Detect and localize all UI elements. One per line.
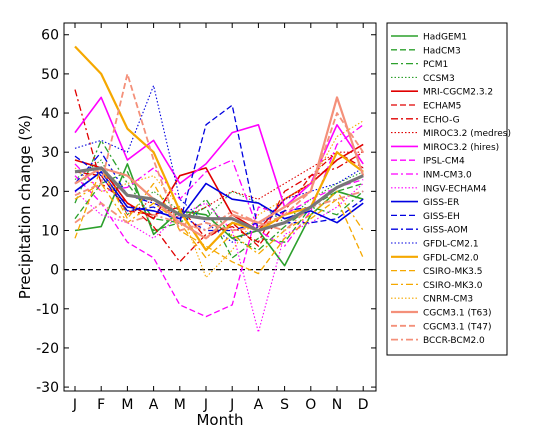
legend-label-15: GFDL-CM2.1: [423, 240, 479, 250]
y-tick-label: 10: [41, 223, 59, 239]
series-line-21: [74, 73, 364, 232]
legend-label-22: BCCR-BCM2.0: [423, 336, 485, 346]
y-tick-label: 20: [41, 184, 59, 200]
x-tick-label: S: [280, 397, 289, 413]
x-tick-label: J: [72, 397, 77, 413]
legend-label-8: MIROC3.2 (hires): [423, 143, 499, 153]
legend-label-10: INM-CM3.0: [423, 171, 472, 181]
legend-label-7: MIROC3.2 (medres): [423, 129, 511, 139]
x-tick-label: O: [305, 397, 316, 413]
legend-label-19: CNRM-CM3: [423, 295, 473, 305]
x-tick-label: A: [254, 397, 264, 413]
y-tick-label: -20: [36, 341, 59, 357]
y-tick-label: 30: [41, 145, 59, 161]
x-tick-label: J: [229, 397, 234, 413]
series-line-3: [74, 159, 364, 224]
legend-label-2: PCM1: [423, 60, 448, 70]
y-tick-label: 50: [41, 67, 59, 83]
legend-label-18: CSIRO-MK3.0: [423, 281, 483, 291]
legend-items: HadGEM1 HadCM3 PCM1 CCSM3 MRI-CGCM2.3.2 ECHAM…: [391, 33, 511, 346]
y-tick-label: -30: [36, 380, 59, 396]
x-axis-title: Month: [196, 411, 243, 429]
legend-label-12: GISS-ER: [423, 198, 459, 208]
series-line-17: [74, 167, 364, 275]
series-line-11: [74, 183, 364, 333]
series-line-2: [74, 139, 364, 251]
series-line-22: [74, 190, 364, 232]
x-tick-label: A: [149, 397, 159, 413]
legend-label-14: GISS-AOM: [423, 226, 468, 236]
legend-label-0: HadGEM1: [423, 33, 467, 43]
plot-area-frame: [63, 22, 377, 392]
legend-label-17: CSIRO-MK3.5: [423, 267, 482, 277]
legend-label-4: MRI-CGCM2.3.2: [423, 88, 493, 98]
x-tick-label: F: [97, 397, 105, 413]
series-line-12: [74, 171, 364, 224]
x-tick-label: N: [332, 397, 342, 413]
series-line-9: [74, 175, 364, 318]
y-tick-label: 40: [41, 106, 59, 122]
legend-label-13: GISS-EH: [423, 212, 460, 222]
legend-label-21: CGCM3.1 (T47): [423, 322, 491, 332]
ensemble-mean-line: [74, 166, 364, 233]
y-tick-label: -10: [36, 302, 59, 318]
series-lines-layer: [64, 45, 376, 333]
legend-label-16: GFDL-CM2.0: [423, 253, 479, 263]
x-tick-label: M: [121, 397, 133, 413]
y-tick-label: 0: [50, 263, 59, 279]
legend: HadGEM1 HadCM3 PCM1 CCSM3 MRI-CGCM2.3.2 ECHAM…: [386, 22, 511, 356]
x-tick-label: J: [203, 397, 208, 413]
legend-label-3: CCSM3: [423, 74, 455, 84]
legend-label-1: HadCM3: [423, 46, 461, 56]
legend-label-11: INGV-ECHAM4: [423, 184, 487, 194]
legend-label-5: ECHAM5: [423, 102, 461, 112]
legend-label-20: CGCM3.1 (T63): [423, 309, 491, 319]
x-tick-label: M: [174, 397, 186, 413]
legend-box: [386, 22, 508, 356]
series-line-16: [74, 45, 364, 252]
legend-label-6: ECHO-G: [423, 115, 460, 125]
series-line-18: [74, 182, 364, 259]
x-tick-label: D: [358, 397, 369, 413]
legend-label-9: IPSL-CM4: [423, 157, 465, 167]
y-axis-title: Precipitation change (%): [16, 115, 34, 299]
series-line-13: [74, 104, 364, 232]
y-tick-label: 60: [41, 28, 59, 44]
